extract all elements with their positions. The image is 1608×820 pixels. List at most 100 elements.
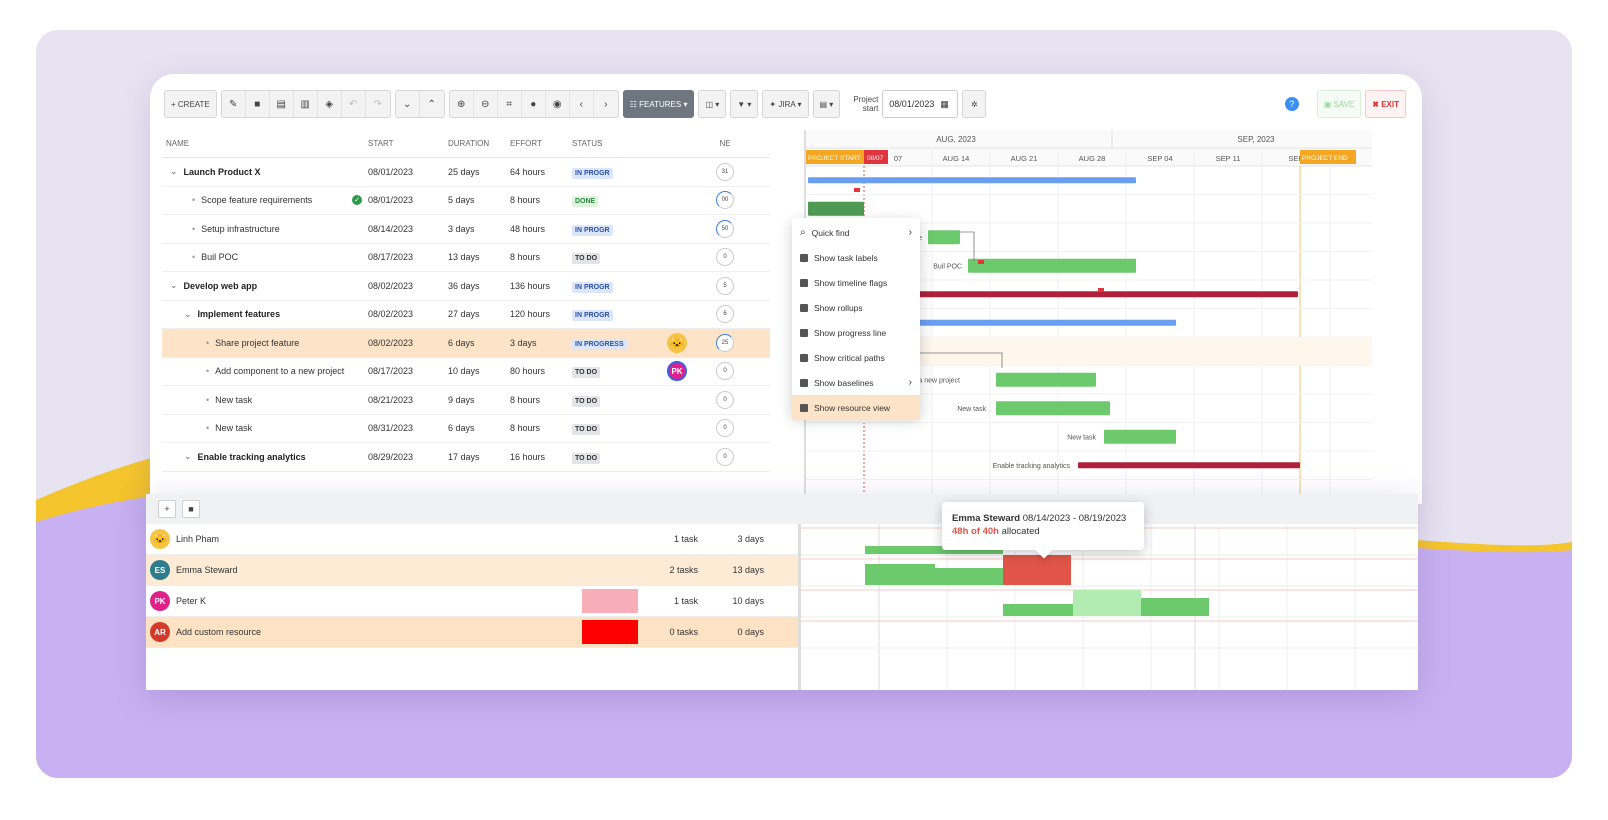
task-name-cell[interactable]: • Scope feature requirements ✓	[162, 195, 364, 206]
resource-row[interactable]: AR Add custom resource 0 tasks 0 days	[146, 617, 798, 648]
task-name-cell[interactable]: ⌄ Develop web app	[162, 280, 364, 291]
col-name-header[interactable]: NAME	[166, 139, 190, 148]
resource-color-swatch[interactable]	[582, 527, 638, 551]
resource-color-swatch[interactable]	[582, 589, 638, 613]
task-row[interactable]: ⌄ Develop web app 08/02/2023 36 days 136…	[162, 272, 770, 301]
col-effort-header[interactable]: EFFORT	[510, 139, 542, 148]
save-button[interactable]: ▣ SAVE	[1316, 90, 1362, 118]
resource-color-swatch[interactable]	[582, 558, 638, 582]
col-start-header[interactable]: START	[368, 139, 394, 148]
task-name-cell[interactable]: • Add component to a new project	[162, 366, 364, 376]
target-icon[interactable]: ●	[522, 91, 546, 117]
fit-icon[interactable]: ⌗	[498, 91, 522, 117]
edit-button-group: ✎ ■ ▤ ▥ ◈ ↶ ↷	[220, 90, 391, 118]
task-name: Setup infrastructure	[201, 223, 280, 234]
zoom-out-icon[interactable]: ⊖	[474, 91, 498, 117]
pencil-icon[interactable]: ✎	[222, 91, 246, 117]
task-resource-cell[interactable]: PK	[644, 361, 710, 382]
chevron-right-icon[interactable]: ›	[604, 98, 608, 110]
task-row[interactable]: • Setup infrastructure 08/14/2023 3 days…	[162, 215, 770, 244]
task-name-cell[interactable]: • Share project feature	[162, 338, 364, 348]
task-duration: 3 days	[448, 223, 475, 234]
task-effort: 3 days	[510, 337, 537, 348]
resource-days: 0 days	[737, 627, 764, 637]
chevron-down-icon[interactable]: ⌄	[184, 308, 192, 319]
features-menu-item[interactable]: Show timeline flags	[792, 270, 920, 295]
task-name-cell[interactable]: ⌄ Implement features	[162, 309, 364, 320]
export-dropdown-button[interactable]: ▤ ▾	[812, 90, 841, 118]
settings-circle-icon[interactable]: ◉	[546, 91, 570, 117]
task-name: New task	[215, 394, 253, 405]
task-effort: 8 hours	[510, 252, 541, 263]
task-pct-cell: 50	[710, 219, 740, 238]
bullet-icon: •	[192, 223, 196, 234]
project-start-input[interactable]: 08/01/2023 ▦	[882, 90, 959, 118]
task-row[interactable]: • Buil POC 08/17/2023 13 days 8 hours TO…	[162, 244, 770, 272]
features-menu-item[interactable]: Show resource view	[792, 395, 920, 420]
chevron-down-icon[interactable]: ⌄	[170, 280, 178, 291]
task-row[interactable]: ⌄ Enable tracking analytics 08/29/2023 1…	[162, 443, 770, 472]
help-icon[interactable]: ?	[1284, 97, 1299, 111]
gear-button[interactable]: ✲	[962, 90, 987, 118]
features-menu-item[interactable]: Show task labels	[792, 245, 920, 270]
chevron-left-icon[interactable]: ‹	[570, 91, 594, 117]
resource-color-swatch[interactable]	[582, 620, 638, 644]
task-row[interactable]: ⌄ Implement features 08/02/2023 27 days …	[162, 301, 770, 329]
task-row[interactable]: • Share project feature 08/02/2023 6 day…	[162, 329, 770, 358]
task-row[interactable]: • New task 08/31/2023 6 days 8 hours TO …	[162, 415, 770, 443]
task-name-cell[interactable]: • Setup infrastructure	[162, 224, 364, 234]
task-row[interactable]: • New task 08/21/2023 9 days 8 hours TO …	[162, 386, 770, 415]
allocation-bar	[1073, 590, 1141, 616]
col-pct-header[interactable]: NE	[719, 139, 731, 148]
task-name-cell[interactable]: • New task	[162, 423, 364, 433]
resource-row[interactable]: PK Peter K 1 task 10 days	[146, 586, 798, 617]
outdent-icon[interactable]: ▥	[294, 91, 318, 117]
undo-icon[interactable]: ↶	[342, 91, 366, 117]
task-name-cell[interactable]: • Buil POC	[162, 252, 364, 262]
features-menu: ⌕ Quick find › Show task labels Show timelin…	[792, 218, 920, 420]
task-row[interactable]: • Scope feature requirements ✓ 08/01/202…	[162, 187, 770, 215]
features-menu-item[interactable]: Show progress line	[792, 320, 920, 345]
chevron-down-icon[interactable]: ⌄	[184, 451, 192, 462]
menu-item-label: Show critical paths	[814, 352, 885, 363]
task-bar	[1104, 429, 1176, 444]
col-status-header[interactable]: STATUS	[572, 139, 603, 148]
features-menu-item[interactable]: Show rollups	[792, 295, 920, 320]
delete-resource-button[interactable]: ■	[182, 500, 200, 518]
add-resource-button[interactable]: +	[158, 500, 176, 518]
columns-dropdown-button[interactable]: ◫ ▾	[698, 90, 727, 118]
eraser-icon[interactable]: ◈	[318, 91, 342, 117]
trash-icon[interactable]: ■	[246, 91, 270, 117]
resource-row[interactable]: ES Emma Steward 2 tasks 13 days	[146, 555, 798, 586]
allocation-bar	[1141, 598, 1209, 616]
search-icon: ⌕	[800, 227, 806, 238]
features-menu-item[interactable]: ⌕ Quick find ›	[792, 220, 920, 245]
filter-dropdown-button[interactable]: ▼ ▾	[730, 90, 759, 118]
task-row[interactable]: • Add component to a new project 08/17/2…	[162, 358, 770, 386]
task-resource-cell[interactable]: 🐱	[644, 332, 710, 353]
timeline-flag-icon	[854, 188, 860, 192]
task-row[interactable]: ⌄ Launch Product X 08/01/2023 25 days 64…	[162, 158, 770, 187]
create-button[interactable]: + CREATE	[164, 90, 217, 118]
summary-bar	[808, 177, 1136, 184]
task-pct-cell: 0	[710, 419, 740, 438]
zoom-in-icon[interactable]: ⊕	[450, 91, 474, 117]
chevron-down-icon[interactable]: ⌄	[170, 166, 178, 177]
resource-splitter[interactable]	[798, 524, 801, 690]
resource-row[interactable]: 🐱 Linh Pham 1 task 3 days	[146, 524, 798, 555]
col-duration-header[interactable]: DURATION	[448, 139, 490, 148]
task-name-cell[interactable]: ⌄ Launch Product X	[162, 166, 364, 177]
exit-button[interactable]: ✖ EXIT	[1365, 90, 1406, 118]
redo-icon[interactable]: ↷	[373, 98, 382, 110]
task-name-cell[interactable]: • New task	[162, 395, 364, 405]
features-menu-item[interactable]: Show critical paths	[792, 345, 920, 370]
jira-button[interactable]: ✦ JIRA ▾	[762, 90, 809, 118]
collapse-all-icon[interactable]: ⌃	[427, 98, 436, 110]
indent-icon[interactable]: ▤	[270, 91, 294, 117]
task-status-cell: TO DO	[568, 395, 644, 407]
features-menu-item[interactable]: Show baselines ›	[792, 370, 920, 395]
features-button[interactable]: ☷ FEATURES ▾	[622, 90, 695, 118]
expand-all-icon[interactable]: ⌄	[396, 91, 420, 117]
task-bar	[808, 201, 864, 216]
task-name-cell[interactable]: ⌄ Enable tracking analytics	[162, 451, 364, 462]
